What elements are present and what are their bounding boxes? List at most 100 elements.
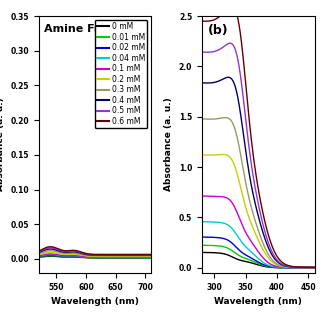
0.3 mM	[98, 254, 102, 258]
0.2 mM	[149, 255, 153, 258]
0.02 mM	[147, 256, 151, 259]
0 mM	[37, 255, 40, 259]
0.01 mM	[104, 256, 108, 260]
0.04 mM	[37, 254, 40, 258]
0.04 mM	[133, 256, 137, 259]
0.02 mM	[91, 256, 95, 259]
0.1 mM	[129, 255, 133, 259]
0.4 mM	[90, 253, 94, 257]
0.5 mM	[90, 253, 94, 256]
0.01 mM	[37, 255, 40, 259]
0.4 mM	[149, 253, 153, 257]
X-axis label: Wavelength (nm): Wavelength (nm)	[214, 297, 302, 306]
0 mM	[147, 256, 151, 260]
0.1 mM	[90, 255, 94, 259]
0.6 mM	[134, 252, 137, 256]
Line: 0.04 mM: 0.04 mM	[39, 255, 151, 257]
0.1 mM	[48, 252, 52, 256]
0.01 mM	[147, 256, 151, 260]
0.4 mM	[91, 253, 95, 257]
0 mM	[98, 256, 102, 260]
Line: 0.5 mM: 0.5 mM	[39, 248, 151, 255]
0.5 mM	[134, 253, 137, 257]
0.3 mM	[104, 254, 108, 258]
0.2 mM	[91, 255, 95, 258]
Legend: 0 mM, 0.01 mM, 0.02 mM, 0.04 mM, 0.1 mM, 0.2 mM, 0.3 mM, 0.4 mM, 0.5 mM, 0.6 mM: 0 mM, 0.01 mM, 0.02 mM, 0.04 mM, 0.1 mM,…	[95, 20, 147, 128]
0.6 mM	[48, 245, 52, 249]
0.4 mM	[104, 253, 108, 257]
Y-axis label: Absorbance (a. u.): Absorbance (a. u.)	[0, 98, 4, 191]
0.3 mM	[129, 254, 133, 258]
0.3 mM	[133, 254, 137, 258]
Text: Amine Free: Amine Free	[44, 24, 115, 34]
0.04 mM	[104, 256, 108, 259]
0.6 mM	[98, 252, 102, 256]
0.5 mM	[147, 253, 151, 257]
0.2 mM	[90, 255, 94, 258]
0.5 mM	[37, 250, 40, 254]
Text: (b): (b)	[208, 24, 228, 37]
0 mM	[91, 256, 95, 260]
0.2 mM	[134, 255, 137, 258]
0.4 mM	[134, 253, 137, 257]
0.4 mM	[129, 253, 133, 257]
0.04 mM	[91, 255, 95, 259]
0.6 mM	[37, 249, 40, 253]
0.02 mM	[90, 256, 94, 259]
0.3 mM	[91, 254, 95, 258]
0 mM	[134, 256, 137, 260]
0 mM	[90, 256, 94, 260]
0.2 mM	[37, 253, 40, 257]
0.1 mM	[91, 255, 95, 259]
0.01 mM	[91, 256, 95, 260]
0.02 mM	[129, 256, 133, 259]
0.5 mM	[48, 246, 52, 250]
0.01 mM	[48, 254, 52, 257]
0.6 mM	[91, 252, 95, 256]
Line: 0.1 mM: 0.1 mM	[39, 254, 151, 257]
Line: 0.02 mM: 0.02 mM	[39, 255, 151, 257]
0.01 mM	[90, 256, 94, 260]
0.02 mM	[48, 253, 52, 257]
0.2 mM	[147, 255, 151, 258]
0 mM	[149, 256, 153, 260]
Line: 0.3 mM: 0.3 mM	[39, 251, 151, 256]
0.5 mM	[98, 253, 102, 257]
0.4 mM	[37, 251, 40, 255]
Line: 0 mM: 0 mM	[39, 256, 151, 258]
0.6 mM	[147, 252, 151, 256]
0.1 mM	[147, 255, 151, 259]
0.1 mM	[98, 255, 102, 259]
0.5 mM	[129, 253, 133, 257]
0 mM	[104, 256, 108, 260]
0.4 mM	[98, 253, 102, 257]
0.5 mM	[91, 253, 95, 256]
0.4 mM	[48, 247, 52, 251]
Y-axis label: Absorbance (a. u.): Absorbance (a. u.)	[164, 98, 173, 191]
0.01 mM	[129, 256, 133, 260]
0.02 mM	[98, 256, 102, 259]
0.3 mM	[149, 254, 153, 258]
Line: 0.01 mM: 0.01 mM	[39, 256, 151, 258]
0.3 mM	[90, 254, 94, 258]
0.02 mM	[149, 256, 153, 259]
0.4 mM	[147, 253, 151, 257]
0.6 mM	[90, 252, 94, 256]
0.6 mM	[104, 252, 108, 256]
0.04 mM	[149, 256, 153, 259]
0.2 mM	[129, 255, 133, 258]
0.3 mM	[147, 254, 151, 258]
0.1 mM	[134, 255, 137, 259]
0.01 mM	[149, 256, 153, 260]
0.2 mM	[104, 255, 108, 258]
0.04 mM	[90, 255, 94, 259]
0.2 mM	[98, 255, 102, 258]
0.5 mM	[104, 253, 108, 257]
0.04 mM	[147, 256, 151, 259]
X-axis label: Wavelength (nm): Wavelength (nm)	[51, 297, 139, 306]
Line: 0.2 mM: 0.2 mM	[39, 252, 151, 256]
0.01 mM	[134, 256, 137, 260]
0.04 mM	[129, 256, 133, 259]
0.02 mM	[37, 255, 40, 258]
0.02 mM	[133, 256, 137, 259]
